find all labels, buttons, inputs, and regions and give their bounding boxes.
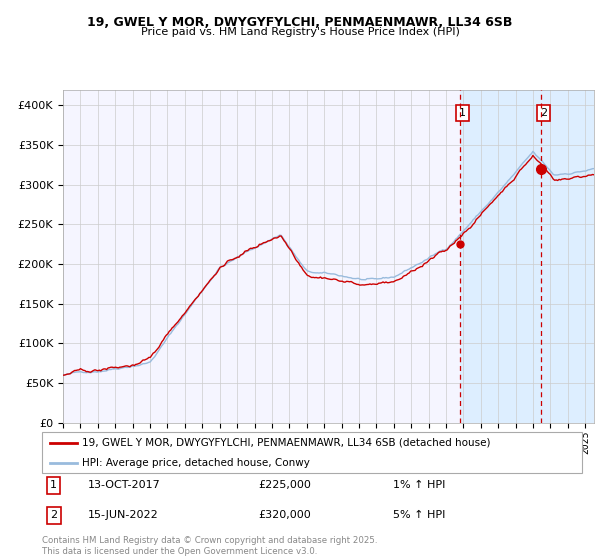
FancyBboxPatch shape [42,432,582,473]
Text: 19, GWEL Y MOR, DWYGYFYLCHI, PENMAENMAWR, LL34 6SB: 19, GWEL Y MOR, DWYGYFYLCHI, PENMAENMAWR… [88,16,512,29]
Text: 1% ↑ HPI: 1% ↑ HPI [393,480,445,491]
Text: Contains HM Land Registry data © Crown copyright and database right 2025.
This d: Contains HM Land Registry data © Crown c… [42,536,377,556]
Text: 5% ↑ HPI: 5% ↑ HPI [393,511,445,520]
Text: HPI: Average price, detached house, Conwy: HPI: Average price, detached house, Conw… [83,458,310,468]
Text: £225,000: £225,000 [258,480,311,491]
Text: £320,000: £320,000 [258,511,311,520]
Text: 15-JUN-2022: 15-JUN-2022 [88,511,158,520]
Text: 2: 2 [540,108,547,118]
Text: Price paid vs. HM Land Registry's House Price Index (HPI): Price paid vs. HM Land Registry's House … [140,27,460,37]
Text: 1: 1 [50,480,57,491]
Text: 1: 1 [459,108,466,118]
Bar [460,90,600,423]
Text: 13-OCT-2017: 13-OCT-2017 [88,480,161,491]
Text: 2: 2 [50,511,57,520]
Text: 19, GWEL Y MOR, DWYGYFYLCHI, PENMAENMAWR, LL34 6SB (detached house): 19, GWEL Y MOR, DWYGYFYLCHI, PENMAENMAWR… [83,438,491,448]
